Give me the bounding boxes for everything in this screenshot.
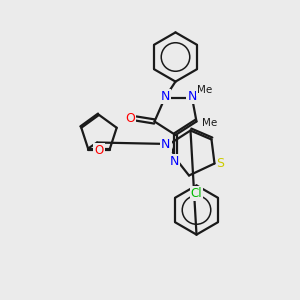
Text: N: N [161, 137, 171, 151]
Text: Me: Me [197, 85, 212, 95]
Text: O: O [126, 112, 135, 125]
Text: N: N [160, 89, 170, 103]
Text: N: N [169, 155, 179, 168]
Text: O: O [94, 143, 103, 157]
Text: Cl: Cl [191, 187, 202, 200]
Text: Me: Me [202, 118, 217, 128]
Text: N: N [187, 89, 197, 103]
Text: S: S [217, 157, 224, 170]
